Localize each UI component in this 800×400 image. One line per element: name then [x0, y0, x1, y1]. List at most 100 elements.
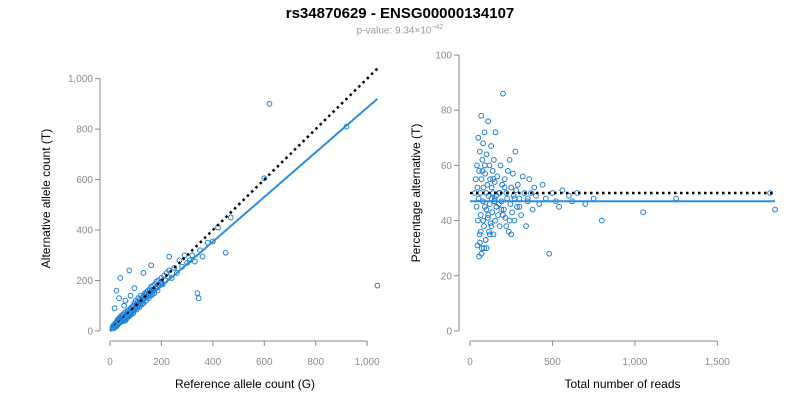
data-point: [476, 231, 483, 238]
data-point: [189, 252, 196, 259]
x-tick-label: 0: [107, 357, 113, 368]
data-point: [590, 195, 597, 202]
pvalue-times: ×10: [414, 25, 432, 37]
data-point: [171, 265, 178, 271]
data-point: [488, 223, 495, 230]
data-point: [477, 190, 484, 196]
data-point: [506, 156, 513, 163]
y-tick-label: 400: [76, 226, 93, 237]
data-point: [501, 176, 508, 183]
x-tick-label: 500: [544, 357, 561, 368]
data-point: [477, 228, 484, 235]
data-point: [488, 143, 495, 149]
data-point: [516, 195, 523, 202]
pvalue-mantissa: 9.34: [395, 25, 415, 37]
data-point: [479, 168, 486, 174]
data-point: [222, 249, 229, 256]
data-point: [533, 192, 539, 199]
data-point: [500, 212, 506, 218]
data-point: [508, 231, 515, 238]
data-point: [504, 195, 510, 202]
data-point: [480, 184, 487, 191]
data-point: [556, 203, 562, 210]
data-point: [486, 231, 493, 238]
y-tick-label: 200: [76, 276, 93, 287]
data-point: [476, 168, 482, 174]
data-point: [582, 201, 589, 207]
y-tick-label: 800: [76, 125, 93, 136]
data-point: [539, 181, 546, 188]
y-tick-label: 0: [87, 327, 93, 338]
data-point: [173, 270, 180, 276]
data-point: [475, 217, 481, 224]
data-point: [490, 176, 496, 183]
data-point: [481, 223, 487, 230]
data-point: [374, 282, 381, 289]
data-point: [531, 184, 538, 191]
x-tick-label: 600: [256, 357, 273, 368]
chart-subtitle: p-value: 9.34×10−42: [0, 24, 800, 36]
data-point: [199, 253, 206, 260]
data-point: [116, 295, 122, 302]
y-tick-label: 100: [435, 51, 452, 62]
data-point: [492, 129, 499, 136]
allele-count-scatter: 0 200 400 600 800 1,000 0 200 400 600 800 1,000 Refe…: [39, 67, 381, 391]
data-point: [491, 156, 497, 163]
x-axis-label: Reference allele count (G): [175, 377, 315, 391]
data-point: [483, 206, 490, 213]
data-point: [483, 151, 490, 158]
y-tick-label: 20: [441, 271, 453, 282]
chart-title: rs34870629 - ENSG00000134107: [285, 5, 515, 22]
data-point: [477, 212, 484, 218]
data-point: [498, 206, 505, 213]
data-point: [261, 175, 268, 182]
data-point: [482, 170, 489, 177]
data-point: [194, 290, 201, 297]
data-point: [473, 203, 480, 210]
x-tick-label: 800: [307, 357, 324, 368]
data-point: [113, 287, 120, 294]
data-point: [481, 129, 488, 136]
pvalue-label: p-value:: [356, 25, 396, 37]
data-point: [482, 237, 489, 243]
y-axis-label: Percentage alternative (T): [409, 124, 423, 263]
x-tick-label: 1,000: [355, 357, 380, 368]
y-tick-label: 80: [441, 106, 453, 117]
data-point: [496, 223, 503, 230]
data-point: [512, 148, 519, 155]
data-point: [168, 275, 175, 281]
data-point: [485, 212, 492, 218]
data-point: [480, 217, 487, 224]
data-point: [127, 292, 134, 299]
data-point: [166, 253, 173, 260]
data-point: [516, 203, 523, 210]
data-point: [598, 217, 605, 224]
y-tick-label: 600: [76, 175, 93, 186]
y-tick-label: 60: [441, 161, 453, 172]
data-point: [492, 217, 498, 224]
x-tick-label: 200: [153, 357, 170, 368]
data-point: [511, 217, 518, 224]
data-point: [478, 176, 485, 183]
data-point: [509, 170, 516, 177]
data-point: [476, 253, 482, 260]
data-point: [489, 209, 496, 216]
data-point: [507, 201, 514, 207]
x-tick-label: 400: [205, 357, 222, 368]
fit-line: [109, 98, 378, 332]
data-point: [486, 228, 492, 235]
data-point: [481, 162, 488, 169]
data-point: [111, 305, 118, 312]
data-point: [481, 245, 487, 252]
data-point: [472, 176, 479, 183]
reference-line: [109, 67, 379, 332]
y-tick-label: 1,000: [68, 74, 93, 85]
data-point: [495, 212, 501, 218]
data-point: [474, 184, 481, 191]
data-point: [487, 220, 494, 227]
data-point: [503, 223, 510, 230]
data-point: [526, 176, 533, 183]
y-axis-label: Alternative allele count (T): [39, 129, 53, 268]
data-point: [227, 214, 234, 221]
